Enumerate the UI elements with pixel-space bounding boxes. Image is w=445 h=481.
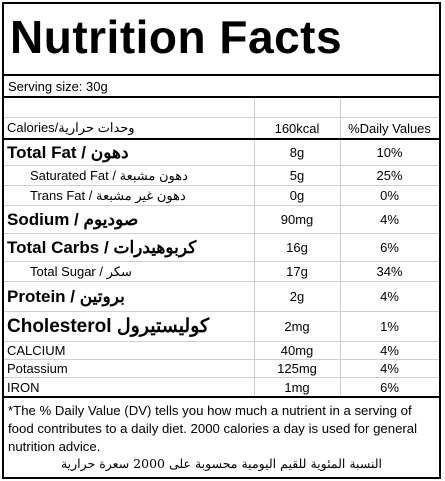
row-calcium-value: 40mg — [280, 343, 314, 358]
arabic-footnote: النسبة المئوية للقيم اليومية محسوبة على … — [60, 456, 383, 471]
row-trans-fat: Trans Fat / دهون غير مشبعة 0g 0% — [4, 186, 439, 206]
row-total-carbs-dv: 6% — [380, 240, 399, 255]
header-dv-cell: %Daily Values — [340, 118, 439, 138]
row-cholesterol: Cholesterol كوليستيرول 2mg 1% — [4, 312, 439, 342]
header-calories: Calories/وحدات حرارية — [7, 120, 135, 135]
spacer-dv-cell — [340, 98, 439, 117]
row-total-fat-dv: 10% — [376, 145, 403, 160]
row-total-sugar-dv-cell: 34% — [340, 262, 439, 281]
row-potassium-label: Potassium — [7, 361, 68, 376]
row-protein-label-cell: Protein / بروتين — [4, 282, 255, 311]
row-sodium-label: Sodium / صوديوم — [7, 209, 139, 229]
row-sodium-value: 90mg — [280, 212, 314, 227]
row-sodium: Sodium / صوديوم 90mg 4% — [4, 206, 439, 234]
row-protein-label: Protein / بروتين — [7, 286, 125, 306]
row-cholesterol-dv: 1% — [380, 319, 399, 334]
row-protein-value: 2g — [289, 289, 305, 304]
row-total-carbs-label: Total Carbs / كربوهيدرات — [7, 237, 197, 257]
row-total-fat-value: 8g — [289, 145, 305, 160]
row-potassium-label-cell: Potassium — [4, 360, 255, 377]
row-protein-dv: 4% — [380, 289, 399, 304]
row-cholesterol-label-cell: Cholesterol كوليستيرول — [4, 312, 255, 341]
row-cholesterol-value-cell: 2mg — [254, 312, 341, 341]
row-saturated-fat-label: Saturated Fat / دهون مشبعة — [30, 167, 188, 183]
row-iron-value-cell: 1mg — [254, 378, 341, 396]
serving-size: Serving size: 30g — [8, 79, 108, 94]
row-cholesterol-dv-cell: 1% — [340, 312, 439, 341]
spacer-val-cell — [254, 98, 341, 117]
row-trans-fat-dv: 0% — [380, 188, 399, 203]
row-total-sugar-label-cell: Total Sugar / سكر — [4, 262, 255, 281]
row-total-fat-label: Total Fat / دهون — [7, 142, 129, 162]
row-calcium: CALCIUM 40mg 4% — [4, 342, 439, 360]
dv-footnote: *The % Daily Value (DV) tells you how mu… — [4, 396, 439, 458]
row-trans-fat-value: 0g — [289, 188, 305, 203]
row-iron-label-cell: IRON — [4, 378, 255, 396]
row-total-fat-dv-cell: 10% — [340, 140, 439, 165]
row-calcium-dv-cell: 4% — [340, 342, 439, 359]
row-total-sugar-dv: 34% — [376, 264, 403, 279]
row-total-carbs-label-cell: Total Carbs / كربوهيدرات — [4, 234, 255, 261]
row-cholesterol-value: 2mg — [284, 319, 310, 334]
row-iron: IRON 1mg 6% — [4, 378, 439, 396]
row-potassium: Potassium 125mg 4% — [4, 360, 439, 378]
row-sodium-value-cell: 90mg — [254, 206, 341, 233]
row-total-fat: Total Fat / دهون 8g 10% — [4, 140, 439, 166]
nutrition-label: Nutrition Facts Serving size: 30g Calori… — [2, 2, 441, 479]
row-potassium-dv: 4% — [380, 361, 399, 376]
header-kcal: 160kcal — [274, 120, 320, 136]
row-protein-value-cell: 2g — [254, 282, 341, 311]
row-saturated-fat: Saturated Fat / دهون مشبعة 5g 25% — [4, 166, 439, 186]
header-row: Calories/وحدات حرارية 160kcal %Daily Val… — [4, 118, 439, 140]
row-saturated-fat-dv-cell: 25% — [340, 166, 439, 185]
row-total-sugar-label: Total Sugar / سكر — [30, 263, 132, 279]
spacer-row — [4, 98, 439, 118]
row-total-carbs-value: 16g — [286, 240, 308, 255]
row-total-fat-value-cell: 8g — [254, 140, 341, 165]
row-total-fat-label-cell: Total Fat / دهون — [4, 140, 255, 165]
row-saturated-fat-value: 5g — [289, 168, 305, 183]
row-trans-fat-label-cell: Trans Fat / دهون غير مشبعة — [4, 186, 255, 205]
serving-row: Serving size: 30g — [4, 76, 439, 98]
row-potassium-dv-cell: 4% — [340, 360, 439, 377]
row-calcium-dv: 4% — [380, 343, 399, 358]
header-dv: %Daily Values — [348, 120, 431, 136]
row-potassium-value-cell: 125mg — [254, 360, 341, 377]
dv-footnote-text: *The % Daily Value (DV) tells you how mu… — [8, 403, 418, 454]
row-protein: Protein / بروتين 2g 4% — [4, 282, 439, 312]
row-iron-dv-cell: 6% — [340, 378, 439, 396]
row-sodium-dv: 4% — [380, 212, 399, 227]
header-kcal-cell: 160kcal — [254, 118, 341, 138]
header-calories-cell: Calories/وحدات حرارية — [4, 118, 255, 138]
row-total-carbs-dv-cell: 6% — [340, 234, 439, 261]
row-total-carbs: Total Carbs / كربوهيدرات 16g 6% — [4, 234, 439, 262]
row-protein-dv-cell: 4% — [340, 282, 439, 311]
row-cholesterol-label: Cholesterol كوليستيرول — [7, 316, 210, 337]
row-saturated-fat-label-cell: Saturated Fat / دهون مشبعة — [4, 166, 255, 185]
row-sodium-label-cell: Sodium / صوديوم — [4, 206, 255, 233]
row-trans-fat-value-cell: 0g — [254, 186, 341, 205]
row-saturated-fat-value-cell: 5g — [254, 166, 341, 185]
row-calcium-label-cell: CALCIUM — [4, 342, 255, 359]
title-row: Nutrition Facts — [4, 4, 439, 76]
row-iron-label: IRON — [7, 379, 40, 395]
row-saturated-fat-dv: 25% — [376, 168, 403, 183]
row-calcium-label: CALCIUM — [7, 343, 66, 358]
row-calcium-value-cell: 40mg — [254, 342, 341, 359]
row-iron-dv: 6% — [380, 379, 399, 395]
row-total-sugar-value: 17g — [286, 264, 308, 279]
page-title: Nutrition Facts — [10, 11, 343, 63]
row-sodium-dv-cell: 4% — [340, 206, 439, 233]
row-potassium-value: 125mg — [277, 361, 317, 376]
row-total-carbs-value-cell: 16g — [254, 234, 341, 261]
row-trans-fat-dv-cell: 0% — [340, 186, 439, 205]
row-trans-fat-label: Trans Fat / دهون غير مشبعة — [30, 187, 186, 203]
row-iron-value: 1mg — [284, 379, 310, 395]
spacer-name-cell — [4, 98, 255, 117]
row-total-sugar: Total Sugar / سكر 17g 34% — [4, 262, 439, 282]
row-total-sugar-value-cell: 17g — [254, 262, 341, 281]
